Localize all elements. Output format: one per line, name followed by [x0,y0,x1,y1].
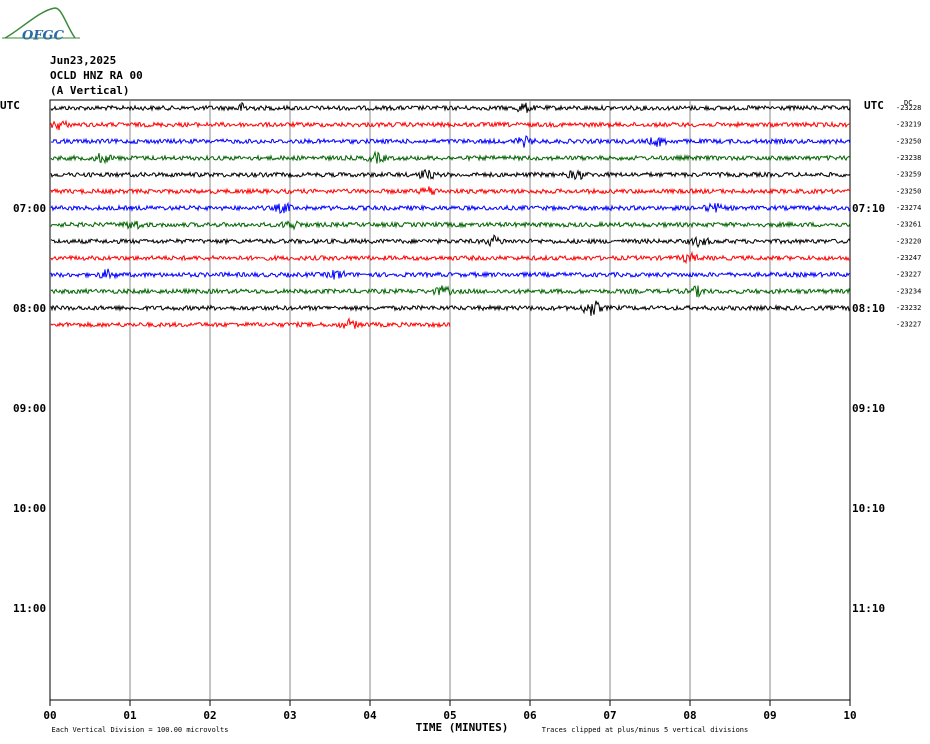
dc-offset: -23220 [896,237,921,245]
right-utc: UTC [864,99,884,112]
trace [50,135,851,148]
x-tick-label: 09 [763,709,776,722]
left-time: 07:00 [13,202,46,215]
dc-offset: -23261 [896,221,921,229]
dc-offset: -23259 [896,171,921,179]
dc-offset: -23274 [896,204,921,212]
trace [50,201,851,214]
trace [50,101,851,113]
dc-offset: -23238 [896,154,921,162]
dc-offset: -23227 [896,271,921,279]
axis-title: TIME (MINUTES) [416,721,509,734]
right-time: 08:10 [852,302,885,315]
station: OCLD HNZ RA 00 [50,69,143,82]
right-time: 11:10 [852,602,885,615]
dc-offset: -23219 [896,121,921,129]
date: Jun23,2025 [50,54,116,67]
dc-offset: -23250 [896,187,921,195]
right-time: 10:10 [852,502,885,515]
trace [50,285,851,298]
x-tick-label: 07 [603,709,616,722]
trace [50,250,851,265]
component: (A Vertical) [50,84,129,97]
clip-note: Traces clipped at plus/minus 5 vertical … [542,726,749,734]
trace [50,150,851,165]
dc-offset: -23228 [896,104,921,112]
right-time: 09:10 [852,402,885,415]
x-tick-label: 10 [843,709,856,722]
left-time: 09:00 [13,402,46,415]
x-tick-label: 01 [123,709,137,722]
dc-offset: -23227 [896,321,921,329]
x-tick-label: 00 [43,709,56,722]
logo-text: OFGC [22,29,65,44]
x-tick-label: 05 [443,709,456,722]
dc-offset: -23234 [896,287,921,295]
dc-offset: -23232 [896,304,921,312]
trace [50,300,851,316]
dc-offset: -23250 [896,137,921,145]
x-tick-label: 06 [523,709,537,722]
left-time: 08:00 [13,302,46,315]
x-tick-label: 08 [683,709,696,722]
dc-label: DC [904,99,912,107]
trace [50,234,851,248]
logo-mark [4,7,76,39]
x-tick-label: 03 [283,709,296,722]
x-tick-label: 04 [363,709,377,722]
trace [50,317,451,329]
left-utc: UTC [0,99,20,112]
scale-note: Each Vertical Division = 100.00 microvol… [51,726,228,734]
trace [50,220,851,231]
trace [50,119,851,131]
trace [50,168,851,181]
trace [50,186,851,196]
dc-offset: -23247 [896,254,921,262]
left-time: 10:00 [13,502,46,515]
left-time: 11:00 [13,602,46,615]
trace [50,268,851,280]
right-time: 07:10 [852,202,885,215]
x-tick-label: 02 [203,709,216,722]
